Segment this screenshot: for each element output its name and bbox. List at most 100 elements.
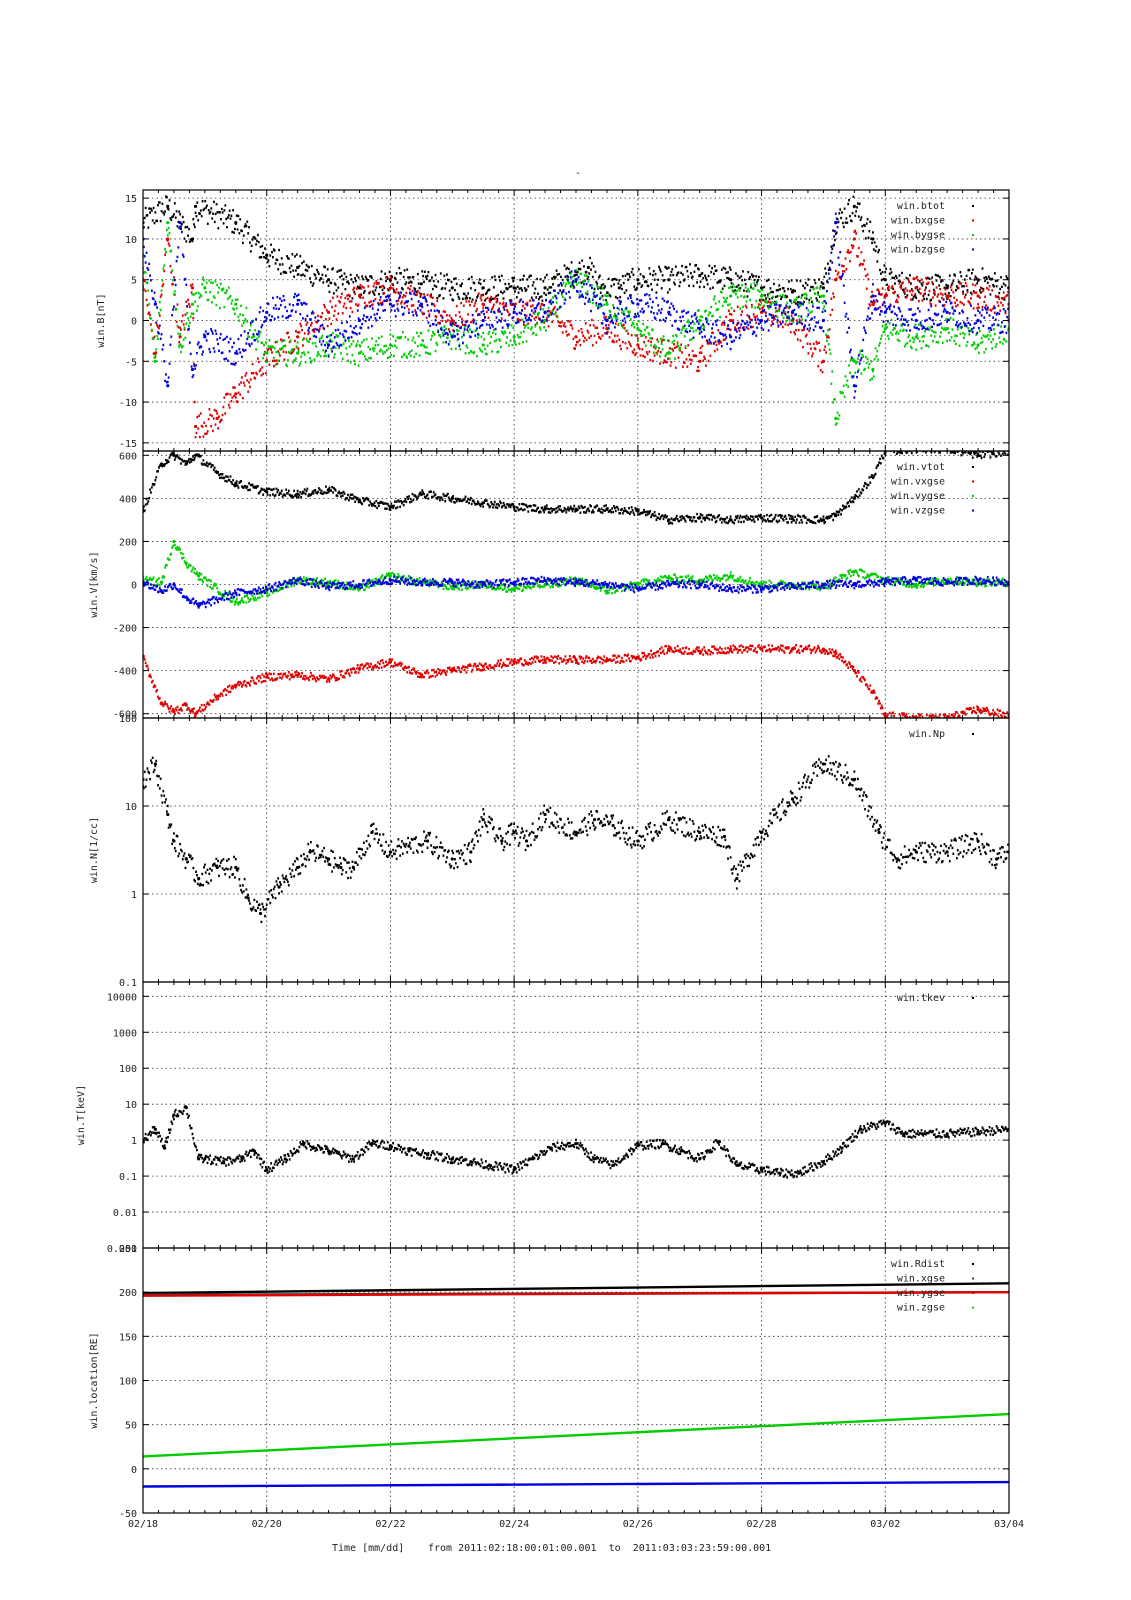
data-point xyxy=(932,339,934,343)
data-point xyxy=(531,304,534,307)
data-point xyxy=(688,324,691,327)
data-point xyxy=(489,341,492,345)
data-point xyxy=(940,322,942,325)
data-point xyxy=(773,303,776,306)
data-point xyxy=(503,290,506,293)
data-point xyxy=(704,274,706,277)
data-point xyxy=(227,216,229,219)
data-point xyxy=(442,341,445,344)
data-point xyxy=(507,344,510,347)
data-point xyxy=(205,339,208,342)
data-point xyxy=(282,344,285,348)
data-point xyxy=(495,503,498,506)
data-point xyxy=(638,299,641,302)
data-point xyxy=(432,491,435,494)
data-point xyxy=(290,264,293,267)
data-point xyxy=(143,245,145,249)
data-point xyxy=(380,270,383,273)
data-point xyxy=(578,293,581,297)
data-point xyxy=(561,278,564,282)
data-point xyxy=(258,256,261,259)
data-point xyxy=(281,315,284,318)
data-point xyxy=(263,353,265,356)
data-point xyxy=(304,317,307,321)
data-point xyxy=(639,332,642,336)
data-point xyxy=(679,346,682,350)
data-point xyxy=(446,493,448,497)
data-point xyxy=(654,347,657,350)
data-point xyxy=(249,488,251,492)
data-point xyxy=(963,321,965,324)
data-point xyxy=(348,300,351,303)
data-point xyxy=(566,334,569,337)
data-point xyxy=(265,257,268,260)
data-point xyxy=(434,319,437,322)
data-point xyxy=(372,504,375,507)
data-point xyxy=(221,289,224,292)
data-point xyxy=(698,359,702,363)
data-point xyxy=(411,289,414,293)
data-point xyxy=(1006,293,1009,297)
data-point xyxy=(249,241,251,244)
data-point xyxy=(931,325,934,328)
data-point xyxy=(802,303,805,306)
data-point xyxy=(916,326,918,330)
data-point xyxy=(543,303,546,307)
data-point xyxy=(676,517,679,521)
data-point xyxy=(834,423,837,426)
data-point xyxy=(765,311,767,314)
data-point xyxy=(206,464,209,468)
data-point xyxy=(380,335,383,338)
data-point xyxy=(342,335,345,338)
data-point xyxy=(758,322,760,325)
data-point xyxy=(682,365,684,368)
data-point xyxy=(986,334,989,337)
data-point xyxy=(205,206,207,209)
data-point xyxy=(832,229,835,232)
data-point xyxy=(578,261,581,265)
data-point xyxy=(917,323,920,326)
data-point xyxy=(720,323,723,326)
data-point xyxy=(789,299,792,303)
data-point xyxy=(976,282,979,285)
data-point xyxy=(210,465,213,469)
data-point xyxy=(256,372,258,376)
data-point xyxy=(302,337,305,340)
data-point xyxy=(326,310,331,314)
data-point xyxy=(674,319,677,323)
data-point xyxy=(1005,275,1008,278)
data-point xyxy=(395,299,398,303)
data-point xyxy=(205,281,208,284)
data-point xyxy=(966,317,969,320)
data-point xyxy=(689,358,691,361)
data-point xyxy=(989,293,992,296)
data-point xyxy=(283,339,286,342)
data-point xyxy=(300,324,303,328)
data-point xyxy=(188,227,190,231)
data-point xyxy=(976,331,979,335)
data-point xyxy=(288,266,291,270)
data-point xyxy=(560,281,562,285)
data-point xyxy=(491,502,493,506)
data-point xyxy=(525,314,528,317)
data-point xyxy=(401,288,404,291)
data-point xyxy=(425,346,428,349)
data-point xyxy=(410,297,413,301)
data-point xyxy=(173,278,176,282)
data-point xyxy=(479,324,482,328)
data-point xyxy=(447,328,450,331)
data-point xyxy=(970,304,972,307)
data-point xyxy=(373,313,376,316)
data-point xyxy=(647,305,650,308)
data-point xyxy=(518,311,521,315)
data-point xyxy=(573,286,576,289)
data-point xyxy=(846,221,849,224)
data-point xyxy=(254,338,257,342)
data-point xyxy=(312,328,315,331)
data-point xyxy=(803,324,806,328)
data-point xyxy=(221,351,224,354)
data-point xyxy=(616,334,619,337)
data-point xyxy=(422,339,425,343)
data-point xyxy=(434,349,437,353)
data-point xyxy=(792,317,795,320)
